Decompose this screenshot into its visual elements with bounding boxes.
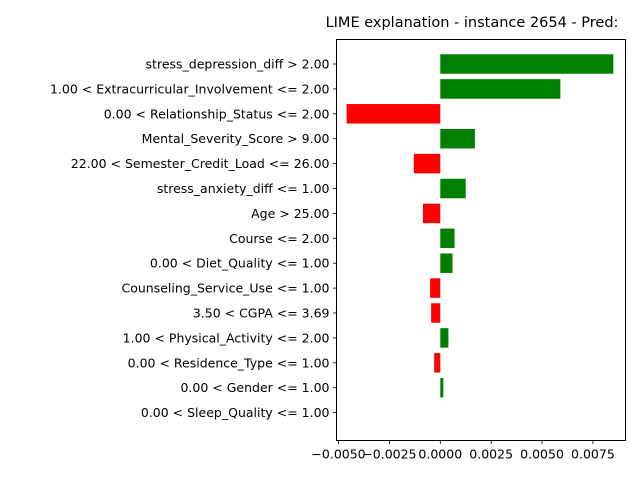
y-tick-label: 3.50 < CGPA <= 3.69 xyxy=(193,306,330,321)
x-tick-label: 0.0025 xyxy=(469,447,513,462)
bar xyxy=(440,79,561,99)
y-tick-label: 1.00 < Extracurricular_Involvement <= 2.… xyxy=(50,81,330,96)
bar xyxy=(440,54,614,74)
y-tick-label: 0.00 < Sleep_Quality <= 1.00 xyxy=(141,405,330,420)
y-tick-label: Counseling_Service_Use <= 1.00 xyxy=(121,281,329,296)
bar xyxy=(431,303,441,323)
bar xyxy=(440,328,449,348)
y-tick-label: 0.00 < Relationship_Status <= 2.00 xyxy=(104,106,330,121)
bar xyxy=(413,153,441,174)
bar xyxy=(346,104,441,124)
y-tick-label: Mental_Severity_Score > 9.00 xyxy=(142,131,330,146)
bar xyxy=(422,203,441,224)
y-tick-label: stress_depression_diff > 2.00 xyxy=(146,57,330,72)
y-tick-label: 1.00 < Physical_Activity <= 2.00 xyxy=(123,330,330,345)
x-tick-label: −0.0050 xyxy=(311,447,365,462)
bar xyxy=(434,353,441,373)
y-tick-label: 22.00 < Semester_Credit_Load <= 26.00 xyxy=(71,156,330,171)
y-tick-label: Course <= 2.00 xyxy=(229,231,329,246)
bar xyxy=(430,278,441,298)
y-tick-label: 0.00 < Diet_Quality <= 1.00 xyxy=(150,256,330,271)
bar xyxy=(440,253,453,273)
chart-title: LIME explanation - instance 2654 - Pred: xyxy=(326,15,619,31)
x-tick-label: −0.0025 xyxy=(362,447,416,462)
y-tick-label: stress_anxiety_diff <= 1.00 xyxy=(157,181,330,196)
bar xyxy=(440,228,455,249)
y-tick-label: Age > 25.00 xyxy=(251,206,329,221)
bar xyxy=(440,128,475,149)
y-tick-labels: stress_depression_diff > 2.00 1.00 < Extr… xyxy=(50,57,337,420)
plot-frame xyxy=(336,39,626,441)
x-axis: −0.0050−0.0025 0.0000 0.0025 0.0050 0.0075 xyxy=(311,440,615,462)
y-tick-label: 0.00 < Gender <= 1.00 xyxy=(180,380,329,395)
bar xyxy=(440,377,444,398)
bars-layer xyxy=(346,54,614,398)
x-tick-label: 0.0050 xyxy=(520,447,564,462)
bar xyxy=(440,178,466,199)
x-tick-label: 0.0000 xyxy=(418,447,462,462)
y-tick-label: 0.00 < Residence_Type <= 1.00 xyxy=(128,355,330,370)
x-tick-label: 0.0075 xyxy=(571,447,615,462)
